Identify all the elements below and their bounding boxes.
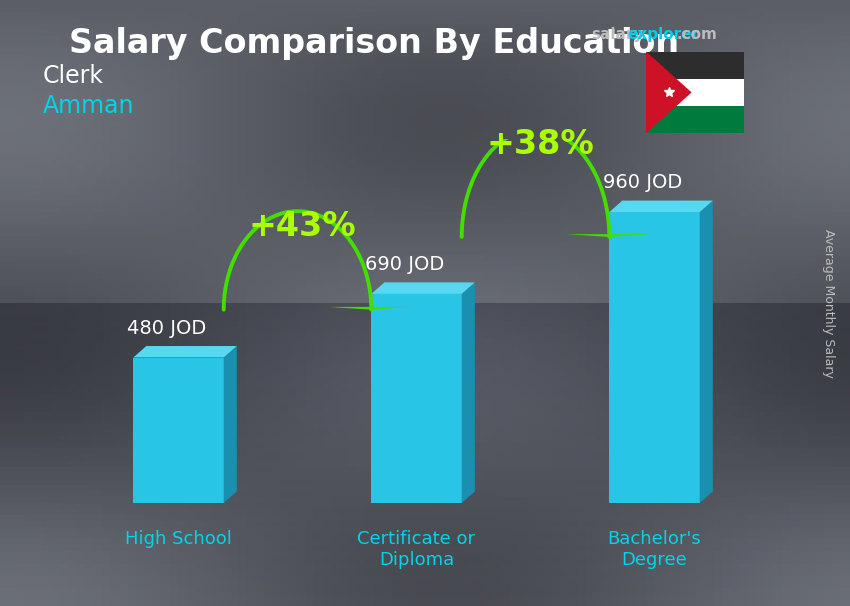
- Bar: [133, 358, 224, 503]
- Bar: [609, 212, 700, 503]
- Text: 690 JOD: 690 JOD: [365, 255, 445, 274]
- Bar: [371, 294, 462, 503]
- Polygon shape: [371, 282, 475, 294]
- Text: Average Monthly Salary: Average Monthly Salary: [822, 228, 836, 378]
- Text: .com: .com: [677, 27, 717, 42]
- Text: salary: salary: [591, 27, 643, 42]
- Text: Bachelor's
Degree: Bachelor's Degree: [608, 530, 701, 569]
- Text: Clerk: Clerk: [42, 64, 104, 88]
- Text: High School: High School: [125, 530, 232, 548]
- Polygon shape: [566, 234, 652, 237]
- Text: explorer: explorer: [627, 27, 700, 42]
- Polygon shape: [700, 201, 713, 503]
- Polygon shape: [646, 52, 692, 133]
- Text: Certificate or
Diploma: Certificate or Diploma: [358, 530, 475, 569]
- Text: +43%: +43%: [248, 210, 356, 243]
- Polygon shape: [328, 307, 414, 310]
- Bar: [646, 79, 744, 106]
- Polygon shape: [609, 201, 713, 212]
- Polygon shape: [462, 282, 475, 503]
- Polygon shape: [224, 346, 237, 503]
- Text: +38%: +38%: [486, 128, 594, 161]
- Text: Salary Comparison By Education: Salary Comparison By Education: [69, 27, 679, 60]
- Text: 480 JOD: 480 JOD: [127, 319, 207, 338]
- Polygon shape: [133, 346, 237, 358]
- Bar: [646, 106, 744, 133]
- Bar: [646, 52, 744, 79]
- Text: Amman: Amman: [42, 94, 134, 118]
- Text: 960 JOD: 960 JOD: [603, 173, 683, 192]
